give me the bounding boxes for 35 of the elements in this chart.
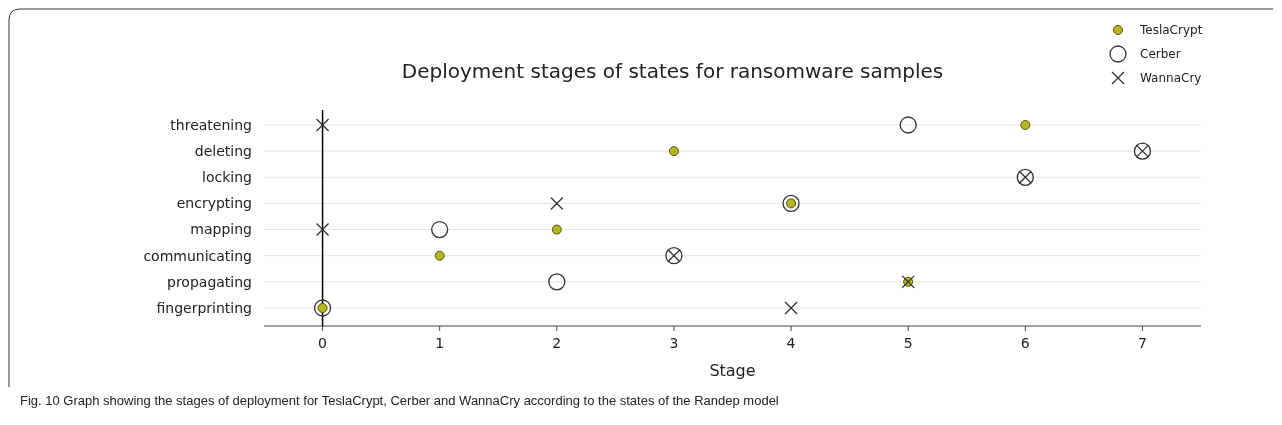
chart-title: Deployment stages of states for ransomware samples: [401, 59, 944, 83]
caption: Fig. 10 Graph showing the stages of deployment for TeslaCrypt, Cerber and WannaCry according to the states of the Randep model: [20, 393, 779, 408]
point: [1020, 120, 1031, 130]
point: [782, 194, 800, 213]
legend-label: WannaCry: [1140, 71, 1202, 86]
legend-label: TeslaCrypt: [1139, 23, 1203, 38]
point: [434, 250, 445, 261]
y-tick-label: locking: [202, 169, 252, 186]
point: [899, 116, 917, 134]
x-tick-label: 5: [903, 335, 913, 351]
point: [668, 146, 679, 157]
point: [313, 299, 332, 317]
y-tick-label: mapping: [190, 221, 252, 238]
point: [551, 224, 562, 235]
x-tick-label: 1: [435, 335, 445, 351]
point: [315, 222, 330, 237]
x-tick-label: 6: [1020, 335, 1030, 351]
point: [315, 118, 330, 132]
x-tick-label: 4: [786, 335, 796, 351]
x-tick-label: 0: [318, 335, 328, 351]
y-tick-label: threatening: [170, 116, 252, 133]
legend-label: Cerber: [1140, 47, 1181, 62]
x-tick-label: 7: [1137, 335, 1147, 351]
point: [548, 273, 566, 291]
x-tick-label: 2: [552, 335, 562, 351]
x-tick-label: 3: [669, 335, 679, 351]
point: [550, 196, 564, 211]
y-tick-label: encrypting: [176, 195, 252, 212]
y-tick-label: communicating: [143, 247, 252, 264]
y-tick-label: fingerprinting: [156, 299, 252, 316]
point: [784, 301, 798, 315]
y-tick-label: deleting: [194, 143, 252, 160]
point: [431, 220, 449, 239]
y-tick-label: propagating: [167, 273, 252, 290]
x-axis-title: Stage: [709, 361, 756, 380]
